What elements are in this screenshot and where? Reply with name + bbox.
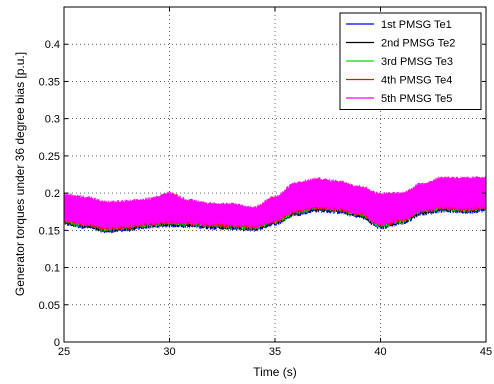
y-axis-label: Generator torques under 36 degree bias [… <box>13 52 27 296</box>
legend-label-4: 4th PMSG Te4 <box>381 75 452 87</box>
y-tick-label: 0.4 <box>45 39 60 51</box>
y-tick-label: 0 <box>54 337 60 349</box>
y-tick-label: 0.1 <box>45 263 60 275</box>
x-tick-label: 40 <box>374 346 386 358</box>
legend-label-3: 3rd PMSG Te3 <box>381 56 453 68</box>
y-tick-label: 0.05 <box>39 300 60 312</box>
ticks: 25 30 35 40 45 0 0.05 0.1 0.15 0.2 0.25 0.3 0.35 0.4 <box>39 7 492 358</box>
series-layer <box>63 176 487 234</box>
x-tick-label: 25 <box>58 346 70 358</box>
y-tick-label: 0.2 <box>45 188 60 200</box>
y-tick-label: 0.15 <box>39 225 60 237</box>
legend-label-2: 2nd PMSG Te2 <box>381 38 455 50</box>
y-tick-label: 0.3 <box>45 114 60 126</box>
legend: 1st PMSG Te1 2nd PMSG Te2 3rd PMSG Te3 4th … <box>339 12 482 110</box>
x-tick-label: 35 <box>269 346 281 358</box>
x-tick-label: 45 <box>480 346 492 358</box>
legend-label-5: 5th PMSG Te5 <box>381 93 452 105</box>
x-tick-label: 30 <box>163 346 175 358</box>
y-tick-label: 0.25 <box>39 151 60 163</box>
y-tick-label: 0.35 <box>39 76 60 88</box>
legend-label-1: 1st PMSG Te1 <box>381 19 452 31</box>
x-axis-label: Time (s) <box>253 365 297 379</box>
series-line-5 <box>63 176 487 230</box>
